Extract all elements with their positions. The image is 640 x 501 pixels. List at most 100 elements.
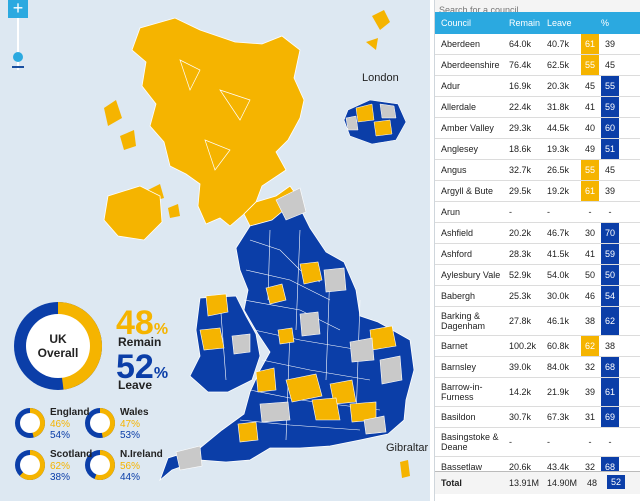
nation-remain-pct: 47%	[120, 419, 141, 430]
leave-votes: 84.0k	[547, 362, 570, 372]
leave-votes: 21.9k	[547, 387, 570, 397]
header-leave[interactable]: Leave	[547, 18, 572, 28]
remain-percent: 55	[581, 160, 599, 180]
leave-percent: 45	[604, 60, 615, 70]
table-row[interactable]: Aberdeen 64.0k 40.7k 61 39	[435, 34, 640, 55]
nation-donut	[15, 408, 46, 438]
leave-votes: 54.0k	[547, 270, 570, 280]
remain-votes: 29.3k	[509, 123, 532, 133]
overall-remain-label: Remain	[118, 335, 162, 349]
leave-votes: 44.5k	[547, 123, 570, 133]
header-percent[interactable]: %	[601, 18, 610, 28]
leave-votes: 30.0k	[547, 291, 570, 301]
table-row[interactable]: Barnet 100.2k 60.8k 62 38	[435, 336, 640, 357]
leave-percent: 39	[604, 39, 615, 49]
remain-percent: 39	[584, 387, 595, 397]
remain-votes: -	[509, 437, 512, 447]
table-row[interactable]: Barnsley 39.0k 84.0k 32 68	[435, 357, 640, 378]
table-row[interactable]: Arun - - - -	[435, 202, 640, 223]
remain-votes: 27.8k	[509, 316, 532, 326]
leave-percent: 54	[601, 286, 619, 306]
remain-votes: 64.0k	[509, 39, 532, 49]
remain-votes: 28.3k	[509, 249, 532, 259]
nation-remain-pct: 46%	[50, 419, 71, 430]
council-results-panel[interactable]: Council Remain Leave % Aberdeen 64.0k 40.7…	[434, 0, 640, 501]
overall-leave-label: Leave	[118, 378, 153, 392]
remain-percent: -	[588, 437, 592, 447]
council-name: Babergh	[441, 291, 476, 301]
leave-percent: 70	[601, 223, 619, 243]
gibraltar-inset-label: Gibraltar	[386, 442, 429, 454]
council-name: Arun	[441, 207, 461, 217]
results-map[interactable]: + London Gibraltar UK Overall 48% Remain …	[0, 0, 430, 501]
table-row[interactable]: Argyll & Bute 29.5k 19.2k 61 39	[435, 181, 640, 202]
uk-overall-title: UK Overall	[37, 332, 79, 360]
council-name: Bassetlaw	[441, 462, 483, 472]
zoom-in-button[interactable]: +	[8, 0, 28, 18]
table-row[interactable]: Barking & Dagenham 27.8k 46.1k 38 62	[435, 307, 640, 336]
table-row[interactable]: Anglesey 18.6k 19.3k 49 51	[435, 139, 640, 160]
table-row[interactable]: Aberdeenshire 76.4k 62.5k 55 45	[435, 55, 640, 76]
council-name: Basingstoke & Deane	[441, 432, 499, 452]
uk-map[interactable]	[0, 0, 430, 501]
table-row[interactable]: Amber Valley 29.3k 44.5k 40 60	[435, 118, 640, 139]
table-row[interactable]: Basingstoke & Deane - - - -	[435, 428, 640, 457]
leave-votes: -	[547, 207, 550, 217]
uk-overall-donut	[14, 302, 102, 390]
leave-percent: 45	[604, 165, 615, 175]
zoom-slider-track[interactable]	[17, 18, 19, 70]
remain-percent: 38	[584, 316, 595, 326]
council-list[interactable]: Aberdeen 64.0k 40.7k 61 39 Aberdeenshire 76.4k…	[435, 34, 640, 478]
nation-name: Scotland	[50, 449, 93, 460]
table-row[interactable]: Babergh 25.3k 30.0k 46 54	[435, 286, 640, 307]
council-search-input[interactable]	[435, 5, 640, 15]
remain-percent: 40	[584, 123, 595, 133]
remain-percent: 62	[581, 336, 599, 356]
table-row[interactable]: Ashford 28.3k 41.5k 41 59	[435, 244, 640, 265]
council-name: Aberdeen	[441, 39, 481, 49]
leave-percent: 68	[601, 357, 619, 377]
table-row[interactable]: Adur 16.9k 20.3k 45 55	[435, 76, 640, 97]
nation-leave-pct: 53%	[120, 430, 141, 441]
table-row[interactable]: Angus 32.7k 26.5k 55 45	[435, 160, 640, 181]
total-remain: 13.91M	[509, 478, 540, 488]
remain-percent: 49	[584, 144, 595, 154]
leave-votes: 19.3k	[547, 144, 570, 154]
remain-votes: 18.6k	[509, 144, 532, 154]
remain-votes: 76.4k	[509, 60, 532, 70]
remain-percent: 61	[581, 34, 599, 54]
council-name: Allerdale	[441, 102, 477, 112]
header-remain[interactable]: Remain	[509, 18, 541, 28]
zoom-out-button[interactable]	[10, 64, 26, 70]
leave-votes: 46.7k	[547, 228, 570, 238]
leave-votes: 31.8k	[547, 102, 570, 112]
remain-percent: 50	[584, 270, 595, 280]
leave-votes: 46.1k	[547, 316, 570, 326]
leave-percent: 60	[601, 118, 619, 138]
leave-percent: 59	[601, 97, 619, 117]
total-remain-pct: 48	[587, 478, 598, 488]
zoom-slider-handle[interactable]	[13, 52, 23, 62]
council-name: Barnet	[441, 341, 468, 351]
leave-percent: 62	[601, 307, 619, 335]
header-council[interactable]: Council	[441, 18, 472, 28]
table-row[interactable]: Ashfield 20.2k 46.7k 30 70	[435, 223, 640, 244]
council-name: Barnsley	[441, 362, 477, 372]
northern-ireland	[103, 185, 163, 241]
leave-votes: 20.3k	[547, 81, 570, 91]
london-inset[interactable]	[343, 99, 407, 145]
remain-votes: 39.0k	[509, 362, 532, 372]
table-row[interactable]: Barrow-in-Furness 14.2k 21.9k 39 61	[435, 378, 640, 407]
table-row[interactable]: Basildon 30.7k 67.3k 31 69	[435, 407, 640, 428]
gibraltar-shape	[400, 460, 410, 478]
leave-votes: 62.5k	[547, 60, 570, 70]
table-row[interactable]: Aylesbury Vale 52.9k 54.0k 50 50	[435, 265, 640, 286]
nation-leave-pct: 44%	[120, 472, 141, 483]
leave-percent: 55	[601, 76, 619, 96]
remain-votes: 22.4k	[509, 102, 532, 112]
table-row[interactable]: Allerdale 22.4k 31.8k 41 59	[435, 97, 640, 118]
total-leave: 14.90M	[547, 478, 578, 488]
remain-percent: 61	[581, 181, 599, 201]
nation-name: Wales	[120, 407, 149, 418]
council-name: Amber Valley	[441, 123, 494, 133]
